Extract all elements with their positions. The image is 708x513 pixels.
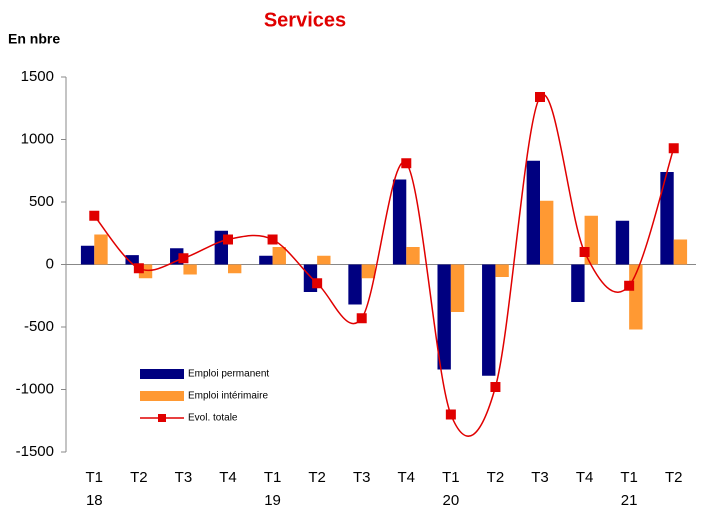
y-tick-label: -500 xyxy=(24,318,54,335)
bar xyxy=(615,220,630,265)
x-tick-label: T4 xyxy=(576,469,594,486)
y-tick-label: 1500 xyxy=(21,68,54,85)
legend-label: Emploi permanent xyxy=(188,369,269,380)
bar xyxy=(228,264,242,274)
y-tick-label: -1000 xyxy=(16,380,54,397)
x-tick-label: T1 xyxy=(620,469,638,486)
bar xyxy=(406,247,420,265)
legend-swatch xyxy=(158,414,166,422)
x-tick-label: T2 xyxy=(487,469,505,486)
x-tick-label: T2 xyxy=(308,469,326,486)
x-tick-label: T1 xyxy=(264,469,282,486)
x-tick-label: T1 xyxy=(442,469,460,486)
x-tick-label: T2 xyxy=(130,469,148,486)
legend-swatch xyxy=(140,391,184,401)
x-tick-label: T4 xyxy=(219,469,237,486)
line-marker xyxy=(579,247,590,257)
line-marker xyxy=(668,143,679,154)
bar xyxy=(361,264,376,279)
line xyxy=(93,93,675,437)
line-marker xyxy=(267,234,278,245)
x-tick-label: T3 xyxy=(531,469,549,486)
bar xyxy=(348,264,362,305)
line-marker xyxy=(445,409,456,420)
x-tick-label: T1 xyxy=(86,469,104,486)
y-tick-label: -1500 xyxy=(16,443,54,460)
x-tick-label: 18 xyxy=(86,492,103,509)
legend-label: Evol. totale xyxy=(188,413,238,424)
x-tick-label: T4 xyxy=(398,469,416,486)
x-tick-label: 20 xyxy=(443,492,460,509)
bar xyxy=(526,160,540,265)
bar xyxy=(482,264,496,376)
line-marker xyxy=(223,234,233,245)
x-tick-label: 19 xyxy=(264,492,281,509)
line-marker xyxy=(178,253,189,264)
legend-swatch xyxy=(140,369,184,379)
bar xyxy=(437,264,451,370)
y-axis-label: En nbre xyxy=(8,31,60,47)
x-tick-label: T3 xyxy=(175,469,193,486)
y-tick-label: 0 xyxy=(46,255,54,272)
bar xyxy=(80,245,95,265)
bar xyxy=(183,264,197,275)
line-marker xyxy=(624,280,635,291)
line-marker xyxy=(356,313,367,324)
line-marker xyxy=(89,210,100,221)
bar xyxy=(660,172,674,265)
bar xyxy=(94,234,108,265)
bar xyxy=(272,247,286,265)
bar xyxy=(392,179,407,265)
bar xyxy=(317,255,331,265)
bar xyxy=(125,255,139,265)
bar xyxy=(495,264,509,277)
line-marker xyxy=(401,158,412,169)
y-tick-label: 1000 xyxy=(21,130,54,147)
legend-label: Emploi intérimaire xyxy=(188,391,268,402)
bar xyxy=(673,239,688,265)
x-tick-label: T3 xyxy=(353,469,371,486)
line-marker xyxy=(312,278,323,289)
bar xyxy=(259,255,273,265)
line-marker xyxy=(490,382,501,392)
chart-title: Services xyxy=(264,9,346,31)
y-tick-label: 500 xyxy=(29,193,54,210)
bar xyxy=(540,200,554,265)
line-marker xyxy=(535,92,545,102)
x-tick-label: 21 xyxy=(621,492,638,509)
bar xyxy=(571,264,585,302)
bar xyxy=(450,264,465,312)
line-marker xyxy=(133,263,144,274)
x-tick-label: T2 xyxy=(665,469,683,486)
